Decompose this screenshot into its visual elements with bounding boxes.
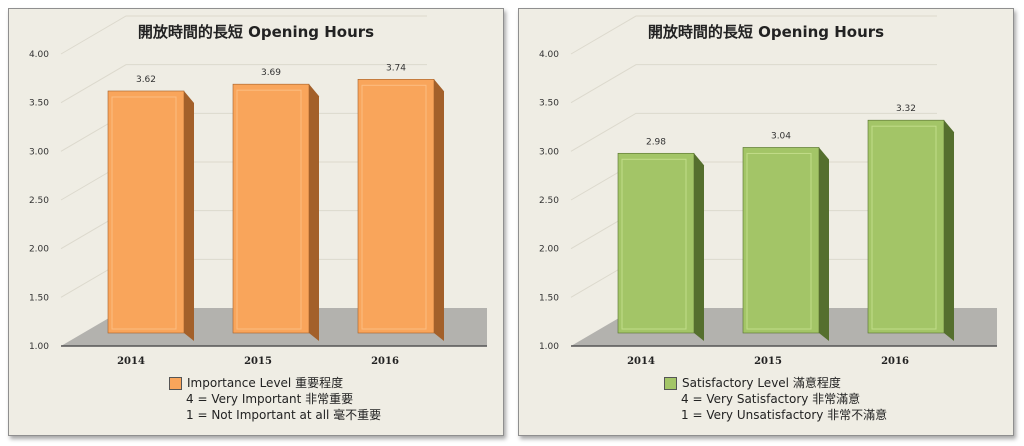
legend: Importance Level 重要程度 4 = Very Important… <box>169 375 381 423</box>
chart-title: 開放時間的長短 Opening Hours <box>647 23 885 41</box>
data-label: 3.04 <box>771 131 791 141</box>
bar-highlight <box>621 158 687 330</box>
y-tick-label: 1.50 <box>539 293 559 303</box>
gridline <box>60 15 427 55</box>
data-label: 2.98 <box>646 137 666 147</box>
bar-side-face <box>184 90 194 341</box>
gridline <box>570 64 937 104</box>
x-tick-label: 2014 <box>627 356 655 367</box>
gridline <box>570 15 937 55</box>
y-tick-label: 2.50 <box>29 196 49 206</box>
legend-note-max: 4 = Very Satisfactory 非常滿意 <box>681 392 861 406</box>
gridline <box>570 112 937 152</box>
y-tick-label: 2.00 <box>29 245 49 255</box>
bar-highlight <box>111 96 177 330</box>
y-tick-label: 4.00 <box>539 50 559 60</box>
chart-panel-importance: 1.00 1.50 2.00 2.50 3.00 3.50 4.00 3.62 2014 3.69… <box>8 8 504 436</box>
chart-title: 開放時間的長短 Opening Hours <box>137 23 375 41</box>
bar-highlight <box>361 84 427 330</box>
data-label: 3.69 <box>261 68 281 78</box>
y-tick-label: 3.00 <box>539 147 559 157</box>
bar-highlight <box>871 125 937 330</box>
bar <box>357 79 435 334</box>
y-tick-label: 2.50 <box>539 196 559 206</box>
bar-side-face <box>309 84 319 341</box>
bar-chart-satisfaction: 1.00 1.50 2.00 2.50 3.00 3.50 4.00 2.98 2014 3.04… <box>539 15 997 367</box>
legend-note-max: 4 = Very Important 非常重要 <box>186 392 354 406</box>
data-label: 3.74 <box>386 63 406 73</box>
x-tick-label: 2014 <box>117 356 145 367</box>
bar <box>617 152 695 334</box>
chart-panel-satisfaction: 1.00 1.50 2.00 2.50 3.00 3.50 4.00 2.98 2014 3.04… <box>518 8 1014 436</box>
x-tick-label: 2016 <box>881 356 909 367</box>
y-tick-label: 3.50 <box>29 99 49 109</box>
bar-highlight <box>746 152 812 330</box>
x-tick-label: 2015 <box>244 356 272 367</box>
y-tick-label: 1.00 <box>29 342 49 352</box>
x-tick-label: 2015 <box>754 356 782 367</box>
bar <box>232 83 310 334</box>
data-label: 3.62 <box>136 75 156 85</box>
legend-swatch <box>169 376 182 390</box>
legend-note-min: 1 = Not Important at all 毫不重要 <box>186 408 382 422</box>
y-tick-label: 2.00 <box>539 245 559 255</box>
x-tick-label: 2016 <box>371 356 399 367</box>
bar-chart-importance: 1.00 1.50 2.00 2.50 3.00 3.50 4.00 3.62 2014 3.69… <box>29 15 487 367</box>
legend-note-min: 1 = Very Unsatisfactory 非常不滿意 <box>681 408 888 422</box>
gridline <box>60 64 427 104</box>
y-tick-label: 3.00 <box>29 147 49 157</box>
data-label: 3.32 <box>896 104 916 114</box>
y-tick-label: 4.00 <box>29 50 49 60</box>
legend-series-label: Importance Level 重要程度 <box>187 376 344 390</box>
bar-side-face <box>434 79 444 341</box>
legend-swatch <box>664 376 677 390</box>
y-tick-label: 1.50 <box>29 293 49 303</box>
bar-side-face <box>819 147 829 341</box>
bar-side-face <box>694 153 704 341</box>
bar <box>867 119 945 334</box>
y-tick-label: 3.50 <box>539 99 559 109</box>
legend-series-label: Satisfactory Level 滿意程度 <box>682 376 841 390</box>
bar <box>742 147 820 334</box>
bar-side-face <box>944 120 954 341</box>
y-tick-label: 1.00 <box>539 342 559 352</box>
bar <box>107 90 185 334</box>
legend: Satisfactory Level 滿意程度 4 = Very Satisfa… <box>664 375 887 423</box>
bar-highlight <box>236 89 302 330</box>
